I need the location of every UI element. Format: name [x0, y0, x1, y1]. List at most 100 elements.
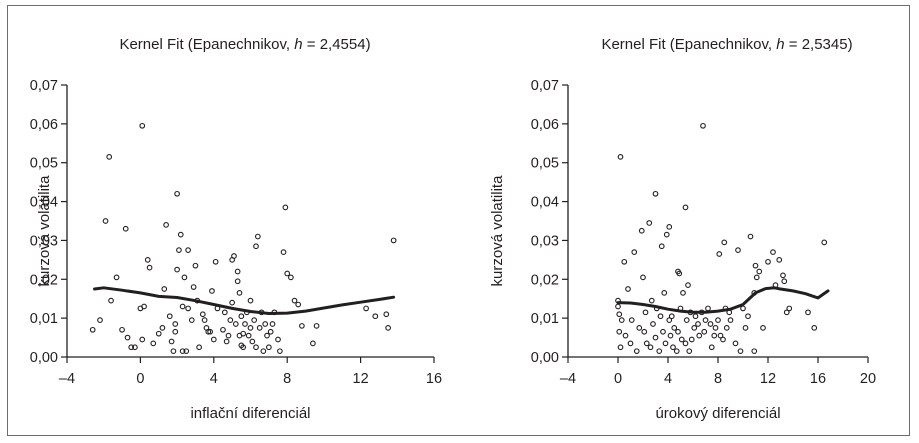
scatter-point	[711, 332, 718, 339]
scatter-point	[751, 348, 758, 355]
scatter-point	[247, 325, 254, 331]
x-tick-label: 0	[136, 371, 144, 387]
scatter-point	[647, 344, 654, 351]
scatter-point	[223, 338, 230, 345]
scatter-point	[622, 332, 629, 339]
scatter-point	[207, 328, 213, 335]
scatter-point	[686, 348, 693, 355]
scatter-point	[670, 344, 676, 351]
scatter-point	[616, 311, 623, 318]
scatter-point	[291, 297, 298, 304]
scatter-point	[262, 321, 269, 327]
scatter-point	[691, 325, 698, 331]
scatter-point	[188, 317, 195, 323]
scatter-point	[721, 239, 728, 246]
scatter-point	[652, 334, 659, 341]
scatter-point	[159, 325, 166, 331]
scatter-point	[183, 348, 190, 355]
scatter-point	[247, 297, 254, 304]
scatter-point	[132, 344, 138, 351]
scatter-point	[282, 204, 289, 211]
scatter-point	[146, 264, 153, 271]
chart-panel-1: Kernel Fit (Epanechnikov, h = 2,4554) 0,0…	[30, 36, 442, 422]
scatter-point	[221, 309, 228, 316]
title-part: h	[294, 36, 302, 53]
scatter-point	[617, 344, 624, 351]
x-tick-label: 20	[860, 371, 876, 387]
scatter-point	[97, 317, 103, 323]
x-axis-label: úrokový diferenciál	[655, 405, 780, 422]
scatter-point	[685, 282, 691, 288]
scatter-point	[650, 321, 656, 327]
scatter-point	[641, 328, 648, 335]
scatter-point	[139, 122, 146, 129]
y-axis-label: kurzová volatilita	[489, 175, 506, 287]
scatter-point	[696, 332, 703, 339]
y-tick-label: 0,06	[531, 117, 559, 133]
scatter-point	[667, 332, 674, 339]
scatter-point	[781, 278, 788, 285]
scatter-point	[124, 334, 131, 341]
scatter-point	[735, 247, 741, 253]
scatter-point	[139, 336, 146, 343]
scatter-point	[661, 290, 668, 296]
title-part: = 2,5345)	[785, 36, 853, 53]
scatter-point	[390, 237, 397, 244]
scatter-point	[700, 122, 706, 129]
scatter-point	[128, 344, 135, 351]
x-axis-label: inflační diferenciál	[190, 405, 310, 422]
scatter-point	[692, 313, 699, 320]
x-tick-label: 4	[210, 371, 218, 387]
scatter-point	[627, 340, 634, 347]
scatter-point	[770, 249, 776, 255]
scatter-point	[299, 323, 305, 329]
scatter-point	[295, 301, 302, 308]
scatter-point	[119, 326, 125, 333]
scatter-point	[254, 233, 261, 240]
scatter-point	[618, 317, 625, 323]
y-tick-label: 0,04	[531, 195, 559, 211]
title-part: = 2,4554)	[303, 36, 371, 53]
y-tick-label: 0,02	[531, 272, 559, 288]
scatter-point	[676, 270, 683, 277]
scatter-point	[253, 243, 259, 250]
scatter-point	[172, 328, 179, 335]
scatter-point	[277, 348, 283, 355]
scatter-point	[628, 317, 635, 323]
scatter-point	[181, 274, 188, 281]
scatter-point	[671, 325, 678, 331]
scatter-point	[621, 258, 628, 265]
scatter-point	[660, 328, 666, 335]
scatter-point	[648, 297, 655, 304]
scatter-point	[245, 332, 252, 339]
scatter-point	[179, 348, 186, 355]
scatter-point	[264, 332, 270, 339]
x-tick-label: 12	[353, 371, 369, 387]
scatter-point	[170, 348, 177, 355]
x-tick-label: 16	[810, 371, 826, 387]
scatter-point	[168, 338, 175, 345]
scatter-point	[678, 336, 685, 343]
scatter-point	[225, 332, 232, 339]
scatter-point	[275, 336, 281, 343]
scatter-point	[811, 325, 818, 331]
scatter-point	[210, 336, 217, 343]
scatter-point	[752, 262, 759, 269]
scatter-point	[742, 325, 749, 331]
scatter-point	[723, 325, 730, 331]
scatter-point	[625, 286, 631, 292]
scatter-point	[179, 303, 186, 310]
scatter-point	[643, 340, 650, 347]
scatter-point	[705, 305, 711, 312]
scatter-point	[668, 313, 675, 320]
y-tick-label: 0,00	[531, 350, 559, 366]
y-axis-label: kurzová volatilita	[36, 175, 53, 287]
scatter-point	[174, 190, 180, 197]
scatter-point	[229, 299, 235, 306]
scatter-point	[683, 317, 690, 323]
scatter-point	[106, 154, 113, 160]
scatter-point	[633, 348, 640, 355]
scatter-point	[209, 288, 215, 294]
scatter-point	[717, 332, 724, 339]
